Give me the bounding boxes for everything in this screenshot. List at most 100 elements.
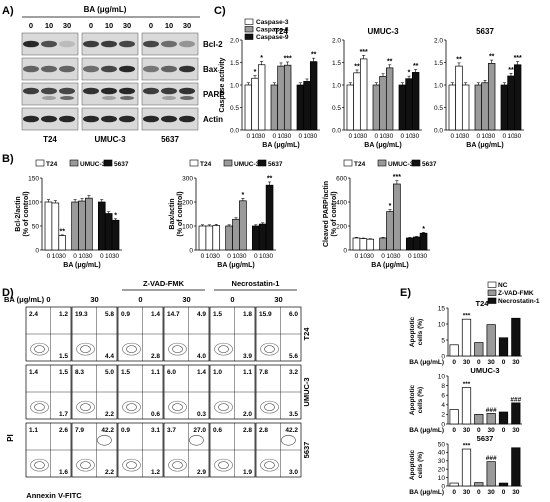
group-header: Z-VAD-FMK: [143, 279, 185, 288]
y-axis-label: Cleaved PARP/actin: [323, 181, 330, 247]
bar: [461, 318, 472, 357]
protein-band: [59, 115, 75, 123]
chart-title: T24: [476, 299, 490, 308]
quadrant-value-upper-left: 8.3: [75, 369, 84, 376]
x-tick-label: 0: [381, 253, 385, 260]
bar: [461, 84, 470, 131]
legend-swatch: [411, 159, 421, 167]
protein-band: [101, 65, 117, 73]
significance-mark: **: [508, 67, 514, 74]
bar: [511, 447, 521, 487]
quadrant-value-upper-right: 1.1: [243, 369, 252, 376]
population-contour: [126, 345, 137, 353]
population-contour: [172, 461, 183, 469]
x-tick-label: 30: [59, 253, 67, 260]
quadrant-value-upper-left: 0.6: [213, 427, 222, 434]
legend-label: 5637: [422, 161, 437, 168]
cleaved-band: [84, 96, 98, 100]
population-contour: [214, 342, 233, 356]
y-axis-label: cells (%): [417, 319, 424, 345]
x-tick-label: 0: [477, 427, 481, 434]
population-contour: [214, 400, 233, 414]
y-axis-label: Apoptotic: [409, 316, 416, 347]
quadrant-value-lower-right: 1.7: [59, 411, 68, 418]
bar: [353, 72, 361, 131]
bar: [486, 413, 496, 425]
population-contour: [34, 461, 45, 469]
bar: [104, 213, 113, 251]
x-axis-label: BA (μg/mL): [371, 262, 408, 269]
x-tick-label: 0: [477, 359, 481, 366]
legend-swatch: [189, 159, 199, 167]
quadrant-value-upper-right: 1.4: [151, 311, 160, 318]
x-tick-label: 0: [227, 253, 231, 260]
legend-label: Caspase-8: [256, 27, 289, 34]
bar: [51, 202, 60, 251]
bar: [244, 84, 253, 131]
population-contour: [122, 342, 141, 356]
significance-mark: **: [354, 63, 360, 70]
quadrant-value-upper-left: 3.7: [167, 427, 176, 434]
cleaved-band: [144, 96, 158, 100]
quadrant-value-lower-right: 3.0: [289, 469, 298, 476]
legend-label: UMUC-3: [388, 161, 414, 168]
y-tick-label: 1.5: [230, 60, 239, 67]
quadrant-value-upper-right: 3.2: [289, 369, 298, 376]
bar: [198, 225, 207, 251]
quadrant-value-upper-right: 1.8: [243, 311, 252, 318]
y-tick-label: 5: [441, 337, 445, 344]
bar: [385, 67, 394, 131]
protein-band: [119, 65, 135, 73]
dose-label: 30: [90, 295, 98, 304]
y-tick-label: 8: [441, 383, 445, 390]
x-tick-label: 0: [502, 427, 506, 434]
protein-band: [143, 115, 159, 123]
y-axis-label: cells (%): [417, 387, 424, 413]
y-tick-label: 0: [35, 247, 39, 254]
protein-band: [179, 87, 195, 95]
population-contour: [281, 434, 296, 446]
x-tick-label: 30: [266, 253, 274, 260]
quadrant-value-upper-right: 27.0: [193, 427, 206, 434]
legend-label: Necrostatin-1: [498, 298, 540, 305]
quadrant-value-upper-right: 3.1: [151, 427, 160, 434]
y-tick-label: 10: [438, 321, 446, 328]
group-header: Necrostatin-1: [232, 279, 280, 288]
y-tick-label: 200: [336, 223, 347, 230]
dose-label: 0: [46, 295, 50, 304]
significance-mark: ***: [514, 55, 522, 62]
significance-mark: ###: [510, 396, 521, 403]
dose-label: 0: [138, 295, 142, 304]
bar: [379, 237, 387, 251]
bar: [511, 317, 521, 357]
quadrant-value-lower-right: 2.9: [197, 469, 206, 476]
population-contour: [76, 342, 95, 356]
population-contour: [30, 400, 49, 414]
bar: [474, 482, 484, 487]
x-tick-label: 0: [452, 359, 456, 366]
population-contour: [172, 403, 183, 411]
legend-label: 5637: [114, 161, 129, 168]
cleaved-band: [162, 96, 176, 100]
bar: [449, 482, 459, 487]
y-tick-label: 1.5: [434, 60, 443, 67]
chart-title: 5637: [476, 27, 494, 36]
x-tick-label: 10: [105, 253, 113, 260]
y-tick-label: 30: [438, 458, 446, 465]
x-tick-label: 10: [52, 253, 60, 260]
bar: [352, 237, 361, 251]
legend-swatch: [69, 159, 79, 167]
x-tick-label: 10: [455, 133, 463, 140]
y-tick-label: 0.5: [230, 105, 239, 112]
y-axis-label: Apoptotic: [409, 449, 416, 480]
bar: [398, 84, 407, 131]
bar: [258, 223, 267, 251]
y-tick-label: 0: [189, 247, 193, 254]
bar: [111, 219, 120, 251]
significance-mark: ###: [486, 455, 497, 462]
y-axis-label: PI: [6, 434, 15, 442]
quadrant-value-upper-left: 2.4: [29, 311, 38, 318]
x-tick-label: 30: [488, 427, 496, 434]
x-tick-label: 30: [462, 133, 470, 140]
quadrant-value-upper-left: 6.0: [167, 369, 176, 376]
